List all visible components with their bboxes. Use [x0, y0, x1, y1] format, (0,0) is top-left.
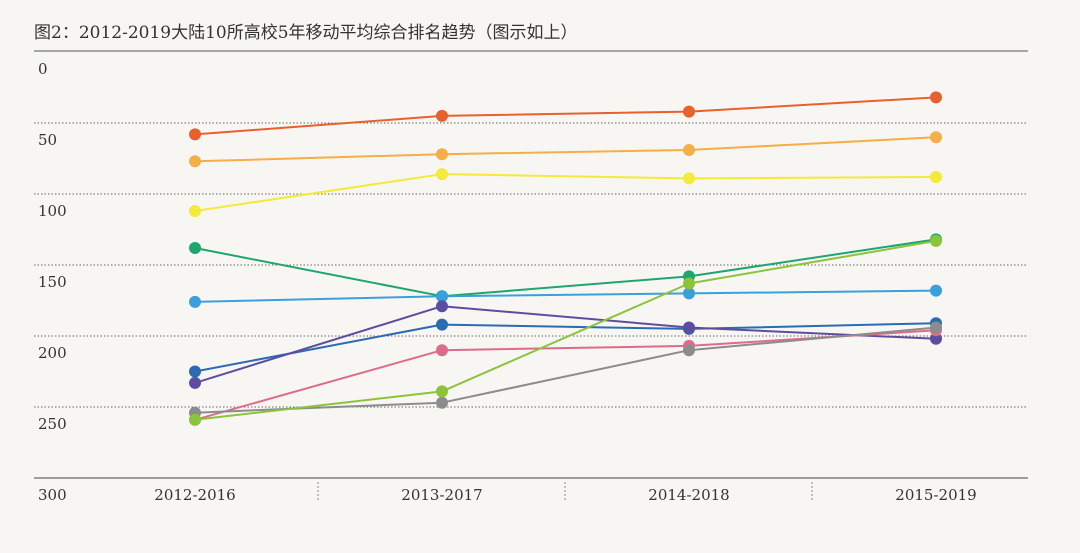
series-line-3 — [194, 173, 937, 212]
series-7-point-2012-2016 — [189, 376, 201, 389]
series-1-point-2014-2018 — [683, 105, 695, 118]
series-2-point-2013-2017 — [436, 148, 448, 161]
x-tick-label: 2014-2018 — [648, 486, 729, 504]
series-10-point-2015-2019 — [930, 234, 942, 247]
series-5-point-2014-2018 — [683, 287, 695, 300]
y-tick-label: 300 — [38, 486, 67, 504]
x-tick-label: 2013-2017 — [401, 486, 482, 504]
series-5-point-2013-2017 — [436, 290, 448, 303]
grid-layer — [34, 122, 1028, 408]
series-10-point-2013-2017 — [436, 385, 448, 398]
series-3-point-2014-2018 — [683, 172, 695, 185]
axis-layer: 0 50 100 150 200 250 300 2012-2016 2013-2017 2014… — [34, 60, 1028, 504]
series-line-1 — [194, 96, 937, 136]
series-3-point-2015-2019 — [930, 171, 942, 183]
series-9-point-2015-2019 — [930, 321, 942, 334]
series-line-4 — [194, 238, 937, 298]
series-7-point-2014-2018 — [683, 321, 695, 334]
y-tick-label: 100 — [38, 202, 67, 220]
series-2-point-2012-2016 — [189, 155, 201, 168]
series-line-7 — [194, 305, 937, 384]
y-tick-label: 50 — [38, 131, 57, 149]
x-tick-label: 2012-2016 — [154, 486, 235, 504]
series-3-point-2013-2017 — [436, 168, 448, 181]
series-6-point-2013-2017 — [436, 318, 448, 331]
series-line-5 — [194, 289, 937, 303]
y-tick-label: 0 — [38, 60, 48, 78]
series-line-10 — [194, 239, 937, 421]
series-1-point-2012-2016 — [189, 128, 201, 141]
series-7-point-2013-2017 — [436, 300, 448, 313]
chart-title: 图2：2012-2019大陆10所高校5年移动平均综合排名趋势（图示如上） — [34, 23, 578, 43]
series-5-point-2012-2016 — [189, 295, 201, 308]
series-9-point-2014-2018 — [683, 344, 695, 357]
y-tick-label: 200 — [38, 344, 67, 362]
series-9-point-2013-2017 — [436, 396, 448, 409]
y-tick-label: 150 — [38, 273, 67, 291]
series-6-point-2012-2016 — [189, 365, 201, 378]
series-layer — [189, 91, 942, 426]
series-3-point-2012-2016 — [189, 205, 201, 217]
series-10-point-2012-2016 — [189, 413, 201, 426]
series-line-2 — [194, 136, 937, 163]
x-tick-label: 2015-2019 — [895, 486, 976, 504]
series-10-point-2014-2018 — [683, 277, 695, 290]
series-1-point-2015-2019 — [930, 91, 942, 104]
y-tick-label: 250 — [38, 415, 67, 433]
series-2-point-2015-2019 — [930, 131, 942, 144]
series-1-point-2013-2017 — [436, 109, 448, 122]
series-line-9 — [194, 326, 937, 414]
series-2-point-2014-2018 — [683, 144, 695, 156]
series-4-point-2012-2016 — [189, 242, 201, 254]
series-8-point-2013-2017 — [436, 344, 448, 357]
series-7-point-2015-2019 — [930, 332, 942, 345]
series-line-6 — [194, 322, 937, 373]
series-5-point-2015-2019 — [930, 284, 942, 297]
